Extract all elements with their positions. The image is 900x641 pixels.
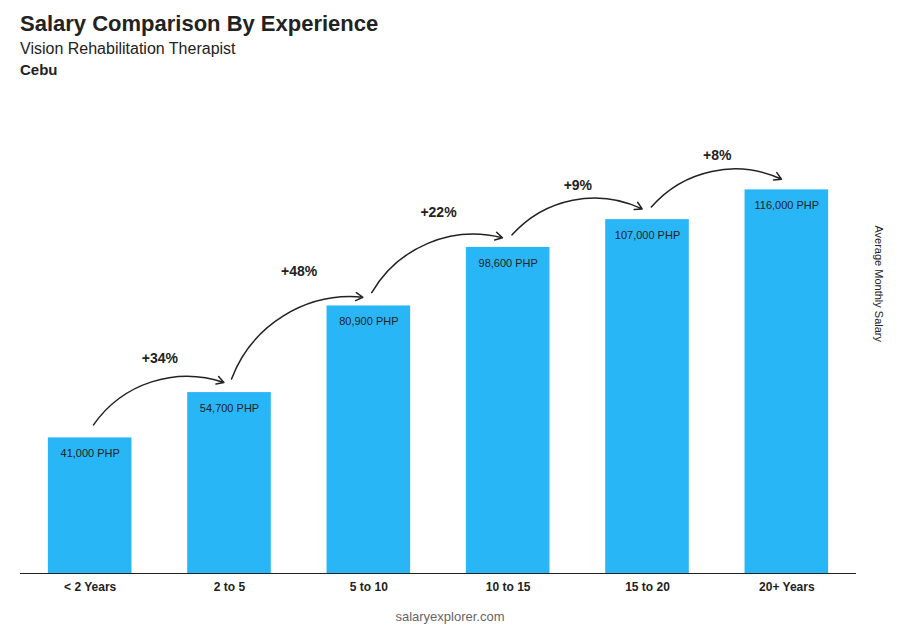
svg-text:10 to 15: 10 to 15: [486, 580, 531, 594]
svg-text:5 to 10: 5 to 10: [350, 580, 388, 594]
svg-text:15 to 20: 15 to 20: [625, 580, 670, 594]
html-text:Vision Rehabilitation Therapis: Vision Rehabilitation Therapist: [20, 40, 236, 57]
svg-text:116,000 PHP: 116,000 PHP: [755, 199, 820, 211]
svg-text:2 to 5: 2 to 5: [214, 580, 246, 594]
svg-text:107,000 PHP: 107,000 PHP: [615, 229, 680, 241]
svg-text:< 2 Years: < 2 Years: [64, 580, 116, 594]
svg-text:41,000 PHP: 41,000 PHP: [61, 447, 120, 459]
html-text:salaryexplorer.com: salaryexplorer.com: [395, 609, 505, 624]
svg-text:+9%: +9%: [564, 177, 593, 193]
svg-text:+48%: +48%: [281, 263, 318, 279]
html-text:Salary Comparison By Experienc: Salary Comparison By Experience: [20, 11, 379, 36]
svg-text:Average Monthly Salary: Average Monthly Salary: [873, 225, 885, 342]
svg-text:+8%: +8%: [703, 147, 732, 163]
svg-text:80,900 PHP: 80,900 PHP: [339, 315, 398, 327]
html-text:Cebu: Cebu: [20, 61, 58, 78]
svg-text:98,600 PHP: 98,600 PHP: [479, 257, 538, 269]
svg-text:54,700 PHP: 54,700 PHP: [200, 402, 259, 414]
svg-text:+34%: +34%: [142, 350, 179, 366]
svg-text:20+ Years: 20+ Years: [759, 580, 815, 594]
svg-text:+22%: +22%: [420, 204, 457, 220]
